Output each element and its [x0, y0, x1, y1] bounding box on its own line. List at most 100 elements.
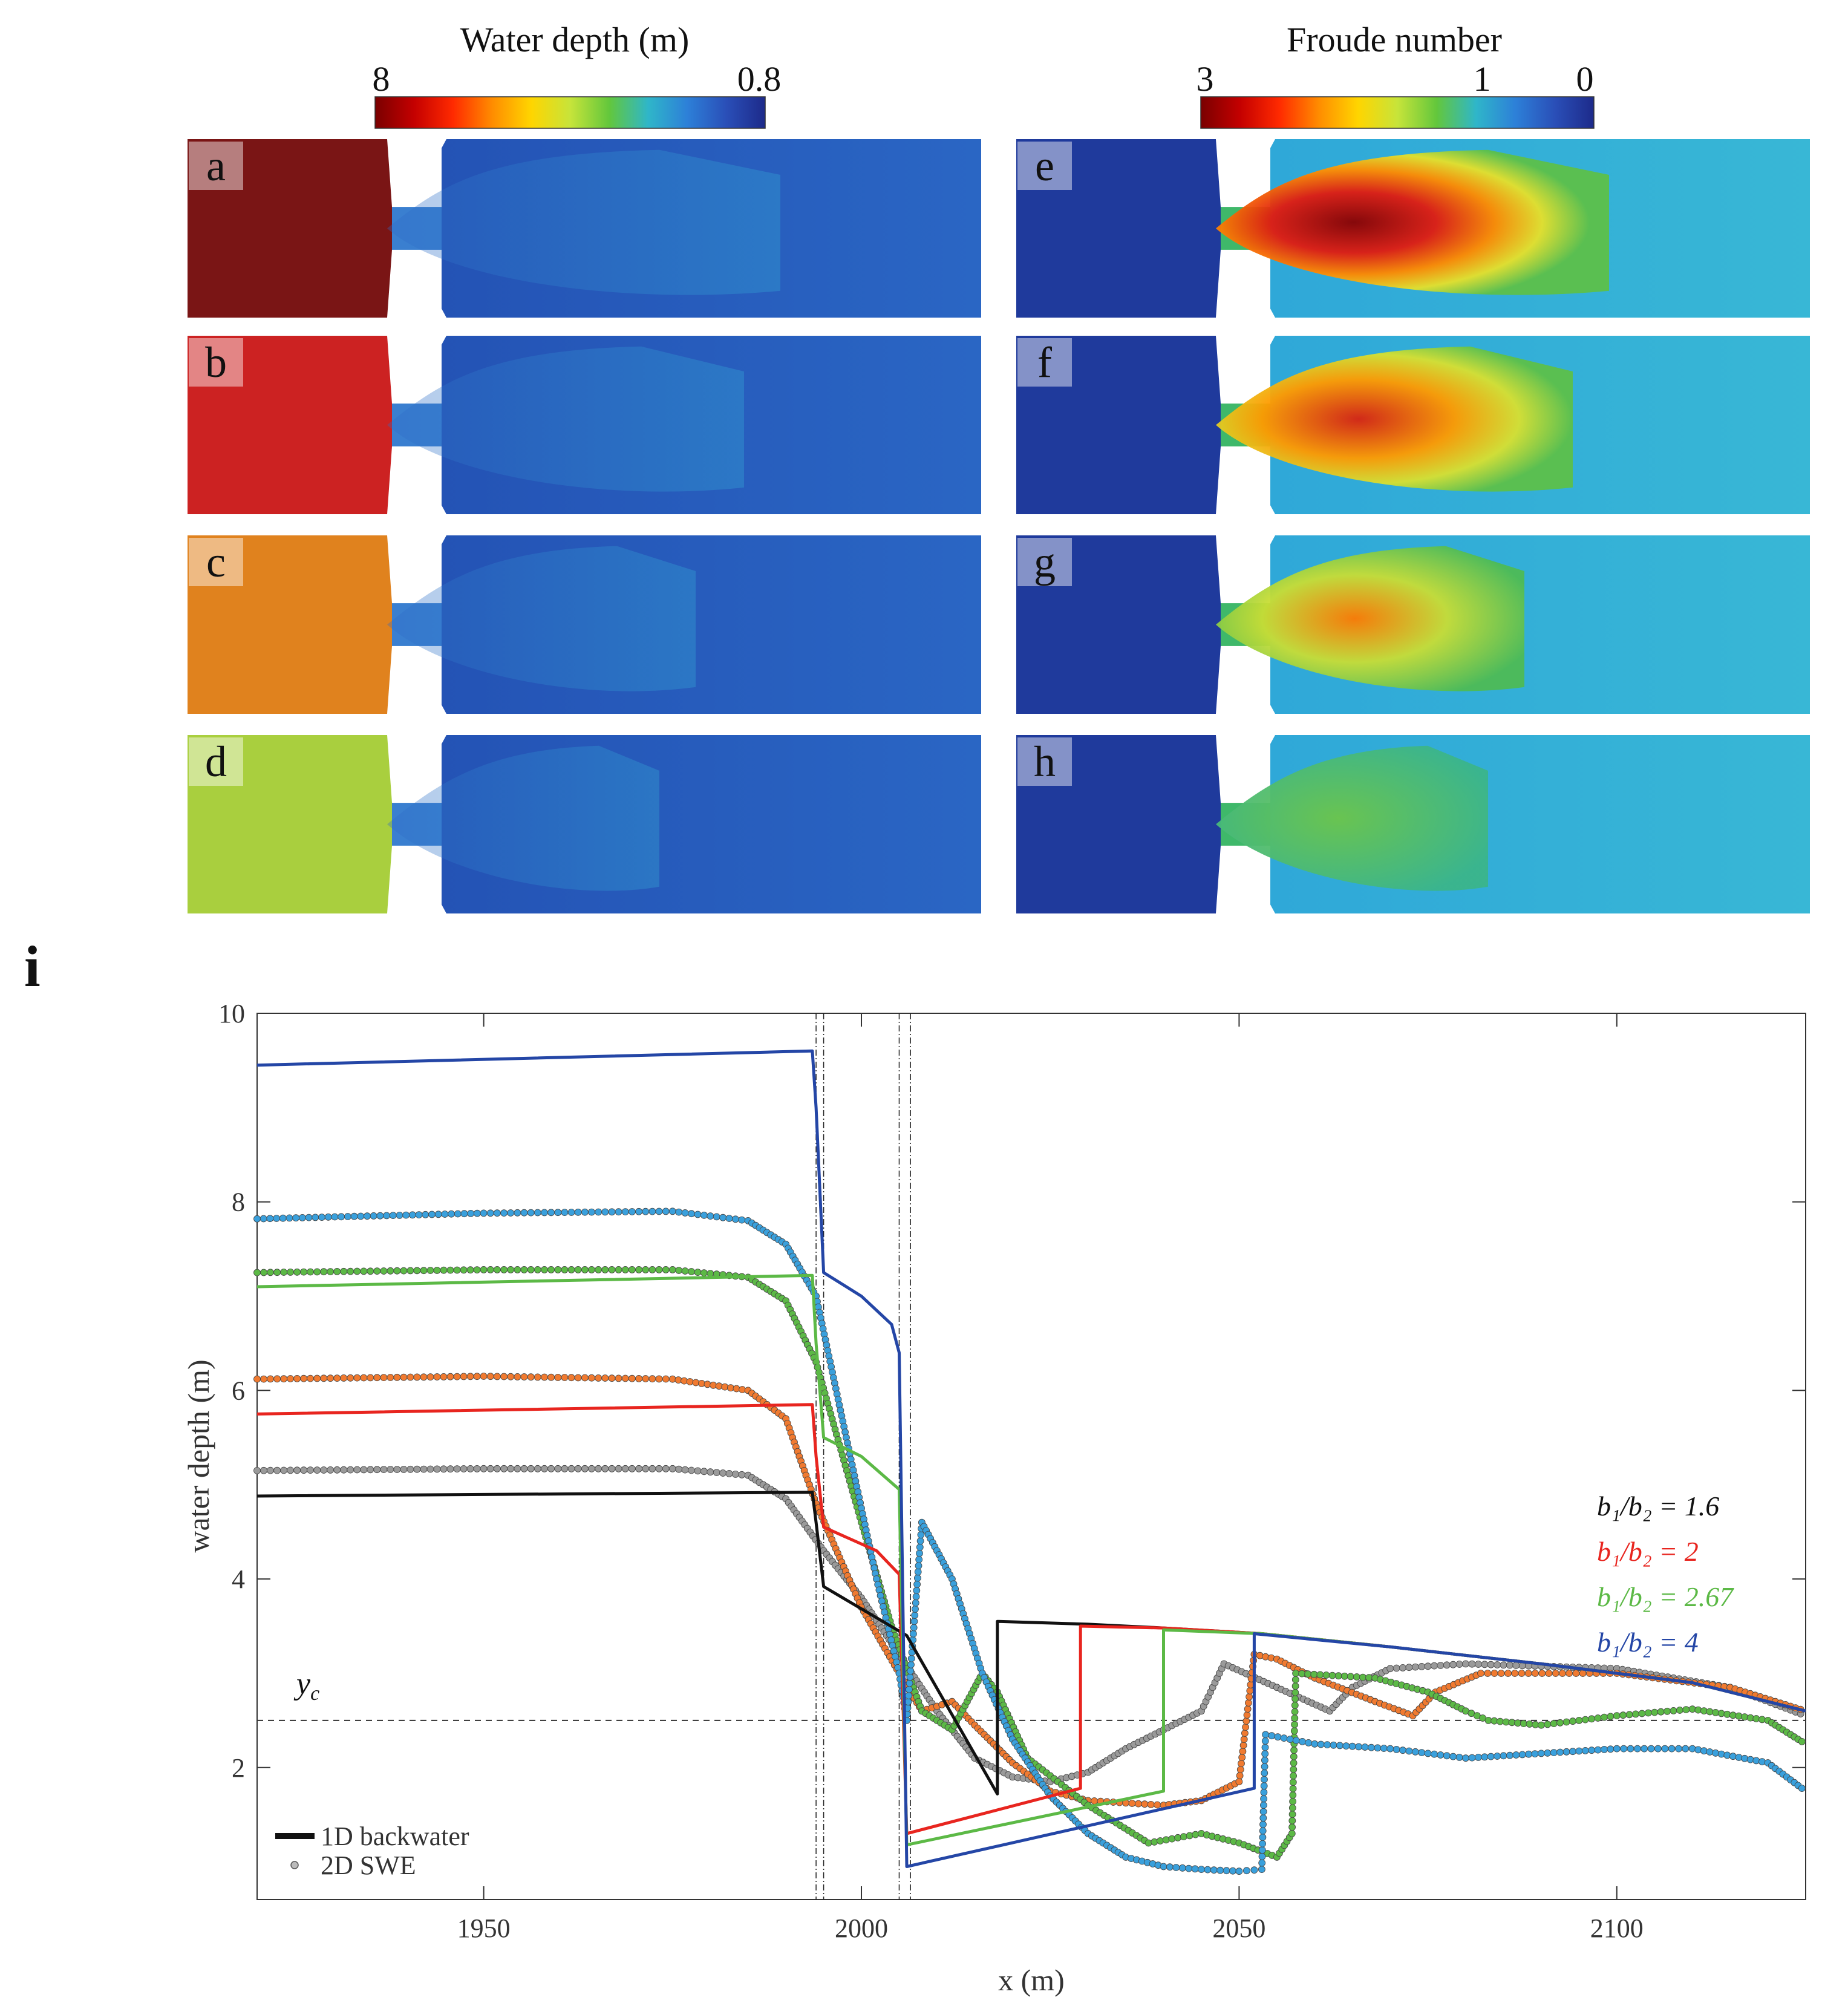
swe-point	[1524, 1670, 1532, 1677]
swe-point	[681, 1267, 689, 1275]
swe-point	[1348, 1742, 1356, 1750]
swe-point	[688, 1268, 695, 1275]
swe-point	[1260, 1788, 1268, 1796]
swe-point	[1556, 1748, 1564, 1756]
swe-point	[1494, 1661, 1501, 1668]
swe-point	[1566, 1670, 1573, 1677]
swe-point	[473, 1465, 481, 1472]
swe-point	[648, 1266, 656, 1273]
froude-panel-f: f	[1016, 336, 1810, 514]
swe-point	[494, 1209, 501, 1217]
swe-point	[1411, 1748, 1419, 1756]
swe-point	[1259, 1834, 1267, 1841]
swe-point	[267, 1466, 274, 1474]
swe-point	[273, 1375, 281, 1383]
swe-point	[1418, 1749, 1426, 1757]
swe-point	[642, 1207, 650, 1215]
swe-point	[318, 1214, 325, 1221]
depth-panel-a: a	[188, 139, 981, 318]
y-tick-label-4: 4	[232, 1564, 245, 1594]
swe-point	[698, 1379, 705, 1387]
swe-point	[1147, 1800, 1155, 1808]
swe-point	[601, 1266, 609, 1273]
swe-point	[1647, 1745, 1655, 1753]
froude-colorbar-bar	[1200, 96, 1595, 129]
swe-point	[1304, 1670, 1312, 1678]
swe-point	[534, 1266, 541, 1273]
swe-point	[1729, 1711, 1737, 1719]
swe-point	[400, 1267, 408, 1275]
swe-point	[260, 1215, 267, 1223]
swe-point	[655, 1266, 663, 1273]
depth-panel-d: d	[188, 735, 981, 913]
style-legend: 1D backwater 2D SWE	[275, 1822, 469, 1880]
swe-point	[1700, 1707, 1708, 1715]
swe-point	[907, 1655, 915, 1662]
swe-point	[595, 1374, 602, 1382]
depth-panel-a-label: a	[206, 142, 226, 190]
swe-point	[912, 1599, 919, 1607]
swe-point	[675, 1208, 683, 1216]
froude-panels: e f g h	[1016, 139, 1810, 913]
froude-panel-h-supercritical-jet	[1216, 745, 1488, 891]
swe-point	[912, 1605, 919, 1613]
swe-point	[1242, 1724, 1250, 1731]
swe-point	[615, 1374, 622, 1382]
swe-point	[688, 1210, 695, 1218]
swe-point	[1484, 1670, 1492, 1677]
swe-point	[1223, 1867, 1230, 1875]
swe-point	[373, 1267, 381, 1275]
swe-point	[1386, 1745, 1394, 1753]
swe-series-1	[253, 1373, 1804, 1809]
swe-point	[727, 1384, 734, 1392]
swe-point	[1160, 1863, 1167, 1871]
swe-point	[1569, 1748, 1576, 1756]
svg-text:yc: yc	[293, 1667, 319, 1705]
swe-point	[1638, 1710, 1646, 1717]
swe-point	[608, 1266, 616, 1273]
swe-point	[1359, 1673, 1366, 1681]
swe-point	[474, 1209, 481, 1217]
swe-point	[648, 1465, 656, 1472]
swe-point	[327, 1268, 335, 1276]
swe-point	[581, 1266, 589, 1273]
swe-point	[507, 1266, 515, 1273]
swe-point	[1290, 1772, 1298, 1780]
swe-point	[1607, 1713, 1615, 1720]
swe-point	[1558, 1670, 1566, 1677]
swe-point	[1758, 1758, 1766, 1766]
swe-point	[534, 1465, 541, 1472]
depth-panel-a-label-box	[189, 142, 243, 190]
swe-point	[913, 1580, 921, 1588]
panel-label-i: i	[24, 934, 41, 999]
swe-point	[719, 1214, 726, 1221]
swe-point	[1752, 1715, 1760, 1722]
swe-point	[1481, 1661, 1489, 1668]
swe-point	[1526, 1720, 1533, 1728]
swe-point	[700, 1468, 708, 1475]
swe-point	[595, 1208, 602, 1216]
swe-point	[1229, 1867, 1236, 1875]
swe-point	[280, 1466, 288, 1474]
swe-point	[273, 1466, 281, 1474]
x-tick-label-1950: 1950	[457, 1913, 511, 1943]
swe-point	[1411, 1663, 1419, 1671]
swe-point	[601, 1374, 609, 1382]
froude-panel-g-supercritical-jet	[1216, 546, 1524, 691]
swe-point	[1706, 1708, 1714, 1716]
depth-colorbar: Water depth (m) 8 0.8	[373, 20, 781, 129]
swe-point	[662, 1465, 670, 1472]
swe-point	[1289, 1797, 1297, 1805]
swe-point	[1405, 1664, 1413, 1671]
swe-point	[1240, 1736, 1248, 1743]
swe-point	[1288, 1823, 1296, 1831]
swe-point	[1239, 1748, 1247, 1756]
swe-point	[300, 1374, 308, 1382]
swe-point	[1286, 1736, 1294, 1743]
swe-point	[480, 1373, 488, 1380]
depth-panel-a-upstream-reservoir	[188, 139, 392, 318]
swe-point	[1487, 1661, 1495, 1668]
swe-point	[561, 1209, 569, 1216]
swe-point	[1238, 1754, 1246, 1762]
swe-point	[1675, 1745, 1682, 1753]
